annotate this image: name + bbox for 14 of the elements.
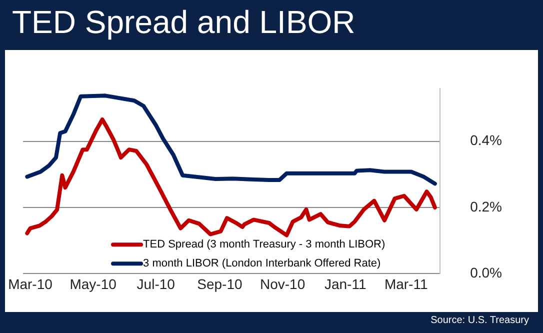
legend-label: 3 month LIBOR (London Interbank Offered Rate) xyxy=(143,258,381,270)
source-note: Source: U.S. Treasury xyxy=(430,315,529,326)
chart-title: TED Spread and LIBOR xyxy=(12,4,356,41)
x-tick-label: Jul-10 xyxy=(136,276,176,292)
x-tick-label: May-10 xyxy=(70,276,117,292)
y-tick-label: 0.0% xyxy=(470,264,502,280)
x-tick-label: Nov-10 xyxy=(260,276,306,292)
y-tick-label: 0.4% xyxy=(470,132,502,148)
x-tick-label: Mar-10 xyxy=(8,276,53,292)
x-tick-label: Sep-10 xyxy=(197,276,242,292)
y-tick-label: 0.2% xyxy=(470,198,502,214)
x-tick-label: Mar-11 xyxy=(384,276,428,292)
x-tick-label: Jan-11 xyxy=(324,276,366,292)
legend-label: TED Spread (3 month Treasury - 3 month LIBOR) xyxy=(143,238,386,251)
